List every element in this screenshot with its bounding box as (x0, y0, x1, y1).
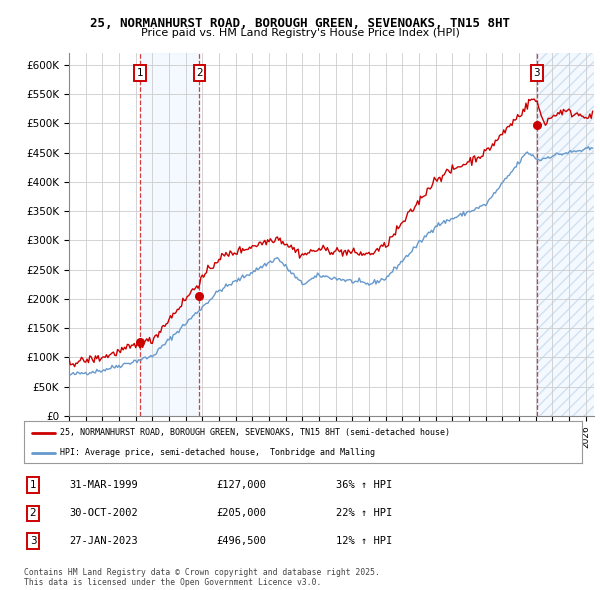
Text: HPI: Average price, semi-detached house,  Tonbridge and Malling: HPI: Average price, semi-detached house,… (60, 448, 375, 457)
Text: 30-OCT-2002: 30-OCT-2002 (69, 509, 138, 518)
Text: £496,500: £496,500 (216, 536, 266, 546)
Text: £205,000: £205,000 (216, 509, 266, 518)
Text: 1: 1 (29, 480, 37, 490)
Text: 25, NORMANHURST ROAD, BOROUGH GREEN, SEVENOAKS, TN15 8HT (semi-detached house): 25, NORMANHURST ROAD, BOROUGH GREEN, SEV… (60, 428, 450, 437)
Bar (140, 53, 199, 416)
Text: 36% ↑ HPI: 36% ↑ HPI (336, 480, 392, 490)
Text: 1: 1 (137, 68, 143, 78)
Text: 12% ↑ HPI: 12% ↑ HPI (336, 536, 392, 546)
Bar (537, 53, 594, 416)
Text: Price paid vs. HM Land Registry's House Price Index (HPI): Price paid vs. HM Land Registry's House … (140, 28, 460, 38)
Text: 25, NORMANHURST ROAD, BOROUGH GREEN, SEVENOAKS, TN15 8HT: 25, NORMANHURST ROAD, BOROUGH GREEN, SEV… (90, 17, 510, 30)
Bar (537, 53, 594, 416)
Text: 3: 3 (533, 68, 540, 78)
Text: £127,000: £127,000 (216, 480, 266, 490)
Text: 3: 3 (29, 536, 37, 546)
Text: 2: 2 (29, 509, 37, 518)
Text: 27-JAN-2023: 27-JAN-2023 (69, 536, 138, 546)
Text: 2: 2 (196, 68, 203, 78)
Text: Contains HM Land Registry data © Crown copyright and database right 2025.
This d: Contains HM Land Registry data © Crown c… (24, 568, 380, 587)
Text: 22% ↑ HPI: 22% ↑ HPI (336, 509, 392, 518)
Text: 31-MAR-1999: 31-MAR-1999 (69, 480, 138, 490)
